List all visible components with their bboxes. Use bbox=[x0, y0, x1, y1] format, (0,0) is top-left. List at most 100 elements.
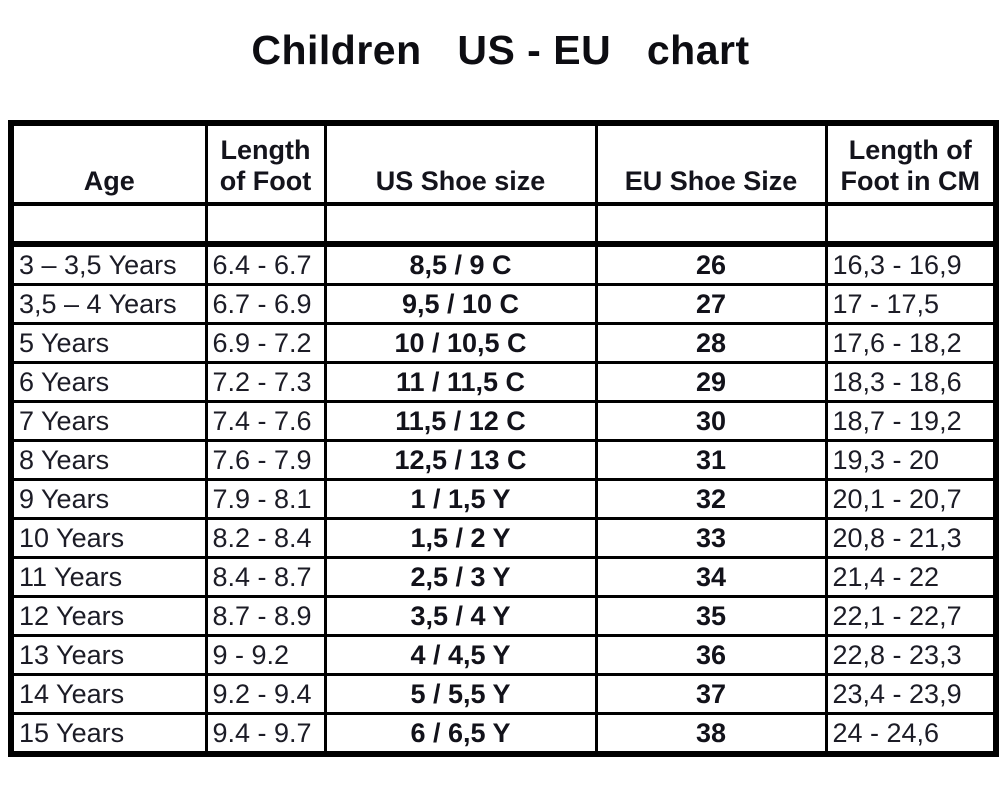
col-header-length-line2: of Foot bbox=[219, 166, 312, 196]
cell-age: 13 Years bbox=[9, 634, 208, 676]
cell-length-cm: 20,1 - 20,7 bbox=[824, 478, 998, 520]
table-row: 5 Years 6.9 - 7.2 10 / 10,5 C 28 17,6 - 18,2 bbox=[9, 322, 998, 364]
table-header: Age Length of Foot US Shoe size EU Shoe … bbox=[9, 121, 998, 247]
cell-us-shoe-size: 12,5 / 13 C bbox=[323, 439, 598, 481]
cell-eu-shoe-size: 35 bbox=[594, 595, 828, 637]
cell-us-shoe-size: 2,5 / 3 Y bbox=[323, 556, 598, 598]
spacer-cell bbox=[9, 202, 208, 247]
table-row: 7 Years 7.4 - 7.6 11,5 / 12 C 30 18,7 - 19,2 bbox=[9, 400, 998, 442]
cell-age: 8 Years bbox=[9, 439, 208, 481]
cell-eu-shoe-size: 37 bbox=[594, 673, 828, 715]
cell-us-shoe-size: 1 / 1,5 Y bbox=[323, 478, 598, 520]
cell-length-cm: 19,3 - 20 bbox=[824, 439, 998, 481]
col-header-us-shoe-size: US Shoe size bbox=[323, 121, 598, 206]
table-row: 12 Years 8.7 - 8.9 3,5 / 4 Y 35 22,1 - 22,7 bbox=[9, 595, 998, 637]
table-row: 10 Years 8.2 - 8.4 1,5 / 2 Y 33 20,8 - 21,3 bbox=[9, 517, 998, 559]
cell-length-cm: 24 - 24,6 bbox=[824, 712, 998, 756]
cell-us-shoe-size: 8,5 / 9 C bbox=[323, 242, 598, 286]
cell-age: 9 Years bbox=[9, 478, 208, 520]
cell-age: 3,5 – 4 Years bbox=[9, 283, 208, 325]
cell-eu-shoe-size: 31 bbox=[594, 439, 828, 481]
spacer-row bbox=[9, 202, 998, 247]
cell-length-of-foot: 6.7 - 6.9 bbox=[204, 283, 327, 325]
cell-length-of-foot: 7.2 - 7.3 bbox=[204, 361, 327, 403]
table-row: 11 Years 8.4 - 8.7 2,5 / 3 Y 34 21,4 - 22 bbox=[9, 556, 998, 598]
cell-length-cm: 16,3 - 16,9 bbox=[824, 242, 998, 286]
table-row: 9 Years 7.9 - 8.1 1 / 1,5 Y 32 20,1 - 20,7 bbox=[9, 478, 998, 520]
spacer-cell bbox=[824, 202, 998, 247]
cell-length-cm: 18,3 - 18,6 bbox=[824, 361, 998, 403]
cell-age: 10 Years bbox=[9, 517, 208, 559]
cell-length-cm: 22,8 - 23,3 bbox=[824, 634, 998, 676]
col-header-eu-label: EU Shoe Size bbox=[624, 166, 798, 196]
cell-eu-shoe-size: 29 bbox=[594, 361, 828, 403]
table-row: 3,5 – 4 Years 6.7 - 6.9 9,5 / 10 C 27 17 - 1… bbox=[9, 283, 998, 325]
col-header-eu-shoe-size: EU Shoe Size bbox=[594, 121, 828, 206]
col-header-cm-line2: Foot in CM bbox=[840, 166, 980, 196]
cell-eu-shoe-size: 30 bbox=[594, 400, 828, 442]
cell-length-cm: 22,1 - 22,7 bbox=[824, 595, 998, 637]
table-body: 3 – 3,5 Years 6.4 - 6.7 8,5 / 9 C 26 16,3 - … bbox=[9, 242, 998, 756]
table-row: 6 Years 7.2 - 7.3 11 / 11,5 C 29 18,3 - 18,6 bbox=[9, 361, 998, 403]
cell-us-shoe-size: 1,5 / 2 Y bbox=[323, 517, 598, 559]
cell-eu-shoe-size: 36 bbox=[594, 634, 828, 676]
cell-length-of-foot: 7.9 - 8.1 bbox=[204, 478, 327, 520]
cell-us-shoe-size: 4 / 4,5 Y bbox=[323, 634, 598, 676]
cell-length-cm: 18,7 - 19,2 bbox=[824, 400, 998, 442]
page-title: Children US - EU chart bbox=[251, 27, 750, 73]
cell-eu-shoe-size: 26 bbox=[594, 242, 828, 286]
cell-length-cm: 17,6 - 18,2 bbox=[824, 322, 998, 364]
cell-age: 3 – 3,5 Years bbox=[9, 242, 208, 286]
cell-length-of-foot: 7.6 - 7.9 bbox=[204, 439, 327, 481]
cell-eu-shoe-size: 32 bbox=[594, 478, 828, 520]
cell-length-of-foot: 9.2 - 9.4 bbox=[204, 673, 327, 715]
cell-eu-shoe-size: 33 bbox=[594, 517, 828, 559]
cell-age: 12 Years bbox=[9, 595, 208, 637]
cell-age: 14 Years bbox=[9, 673, 208, 715]
col-header-us-label: US Shoe size bbox=[375, 166, 546, 196]
cell-length-of-foot: 9.4 - 9.7 bbox=[204, 712, 327, 756]
cell-length-of-foot: 6.9 - 7.2 bbox=[204, 322, 327, 364]
cell-age: 7 Years bbox=[9, 400, 208, 442]
col-header-age: Age bbox=[9, 121, 208, 206]
cell-eu-shoe-size: 38 bbox=[594, 712, 828, 756]
col-header-length-of-foot: Length of Foot bbox=[204, 121, 327, 206]
table-row: 3 – 3,5 Years 6.4 - 6.7 8,5 / 9 C 26 16,3 - … bbox=[9, 242, 998, 286]
cell-us-shoe-size: 9,5 / 10 C bbox=[323, 283, 598, 325]
table-row: 13 Years 9 - 9.2 4 / 4,5 Y 36 22,8 - 23,3 bbox=[9, 634, 998, 676]
cell-length-cm: 21,4 - 22 bbox=[824, 556, 998, 598]
cell-age: 15 Years bbox=[9, 712, 208, 756]
cell-length-of-foot: 8.2 - 8.4 bbox=[204, 517, 327, 559]
spacer-cell bbox=[323, 202, 598, 247]
cell-us-shoe-size: 3,5 / 4 Y bbox=[323, 595, 598, 637]
cell-age: 6 Years bbox=[9, 361, 208, 403]
cell-age: 5 Years bbox=[9, 322, 208, 364]
col-header-age-label: Age bbox=[83, 166, 135, 196]
cell-eu-shoe-size: 34 bbox=[594, 556, 828, 598]
table-row: 15 Years 9.4 - 9.7 6 / 6,5 Y 38 24 - 24,6 bbox=[9, 712, 998, 756]
cell-length-cm: 20,8 - 21,3 bbox=[824, 517, 998, 559]
cell-length-of-foot: 8.4 - 8.7 bbox=[204, 556, 327, 598]
cell-length-of-foot: 7.4 - 7.6 bbox=[204, 400, 327, 442]
col-header-length-line1: Length bbox=[220, 135, 311, 165]
cell-length-of-foot: 9 - 9.2 bbox=[204, 634, 327, 676]
cell-us-shoe-size: 5 / 5,5 Y bbox=[323, 673, 598, 715]
spacer-cell bbox=[594, 202, 828, 247]
size-chart-table: Age Length of Foot US Shoe size EU Shoe … bbox=[8, 120, 999, 757]
cell-us-shoe-size: 10 / 10,5 C bbox=[323, 322, 598, 364]
spacer-cell bbox=[204, 202, 327, 247]
cell-length-cm: 17 - 17,5 bbox=[824, 283, 998, 325]
header-row: Age Length of Foot US Shoe size EU Shoe … bbox=[9, 121, 998, 206]
col-header-length-cm: Length of Foot in CM bbox=[824, 121, 998, 206]
cell-length-of-foot: 6.4 - 6.7 bbox=[204, 242, 327, 286]
col-header-cm-line1: Length of bbox=[848, 135, 972, 165]
cell-length-cm: 23,4 - 23,9 bbox=[824, 673, 998, 715]
table-row: 8 Years 7.6 - 7.9 12,5 / 13 C 31 19,3 - 20 bbox=[9, 439, 998, 481]
cell-length-of-foot: 8.7 - 8.9 bbox=[204, 595, 327, 637]
table-row: 14 Years 9.2 - 9.4 5 / 5,5 Y 37 23,4 - 23,9 bbox=[9, 673, 998, 715]
cell-us-shoe-size: 11 / 11,5 C bbox=[323, 361, 598, 403]
cell-age: 11 Years bbox=[9, 556, 208, 598]
cell-eu-shoe-size: 28 bbox=[594, 322, 828, 364]
cell-us-shoe-size: 6 / 6,5 Y bbox=[323, 712, 598, 756]
